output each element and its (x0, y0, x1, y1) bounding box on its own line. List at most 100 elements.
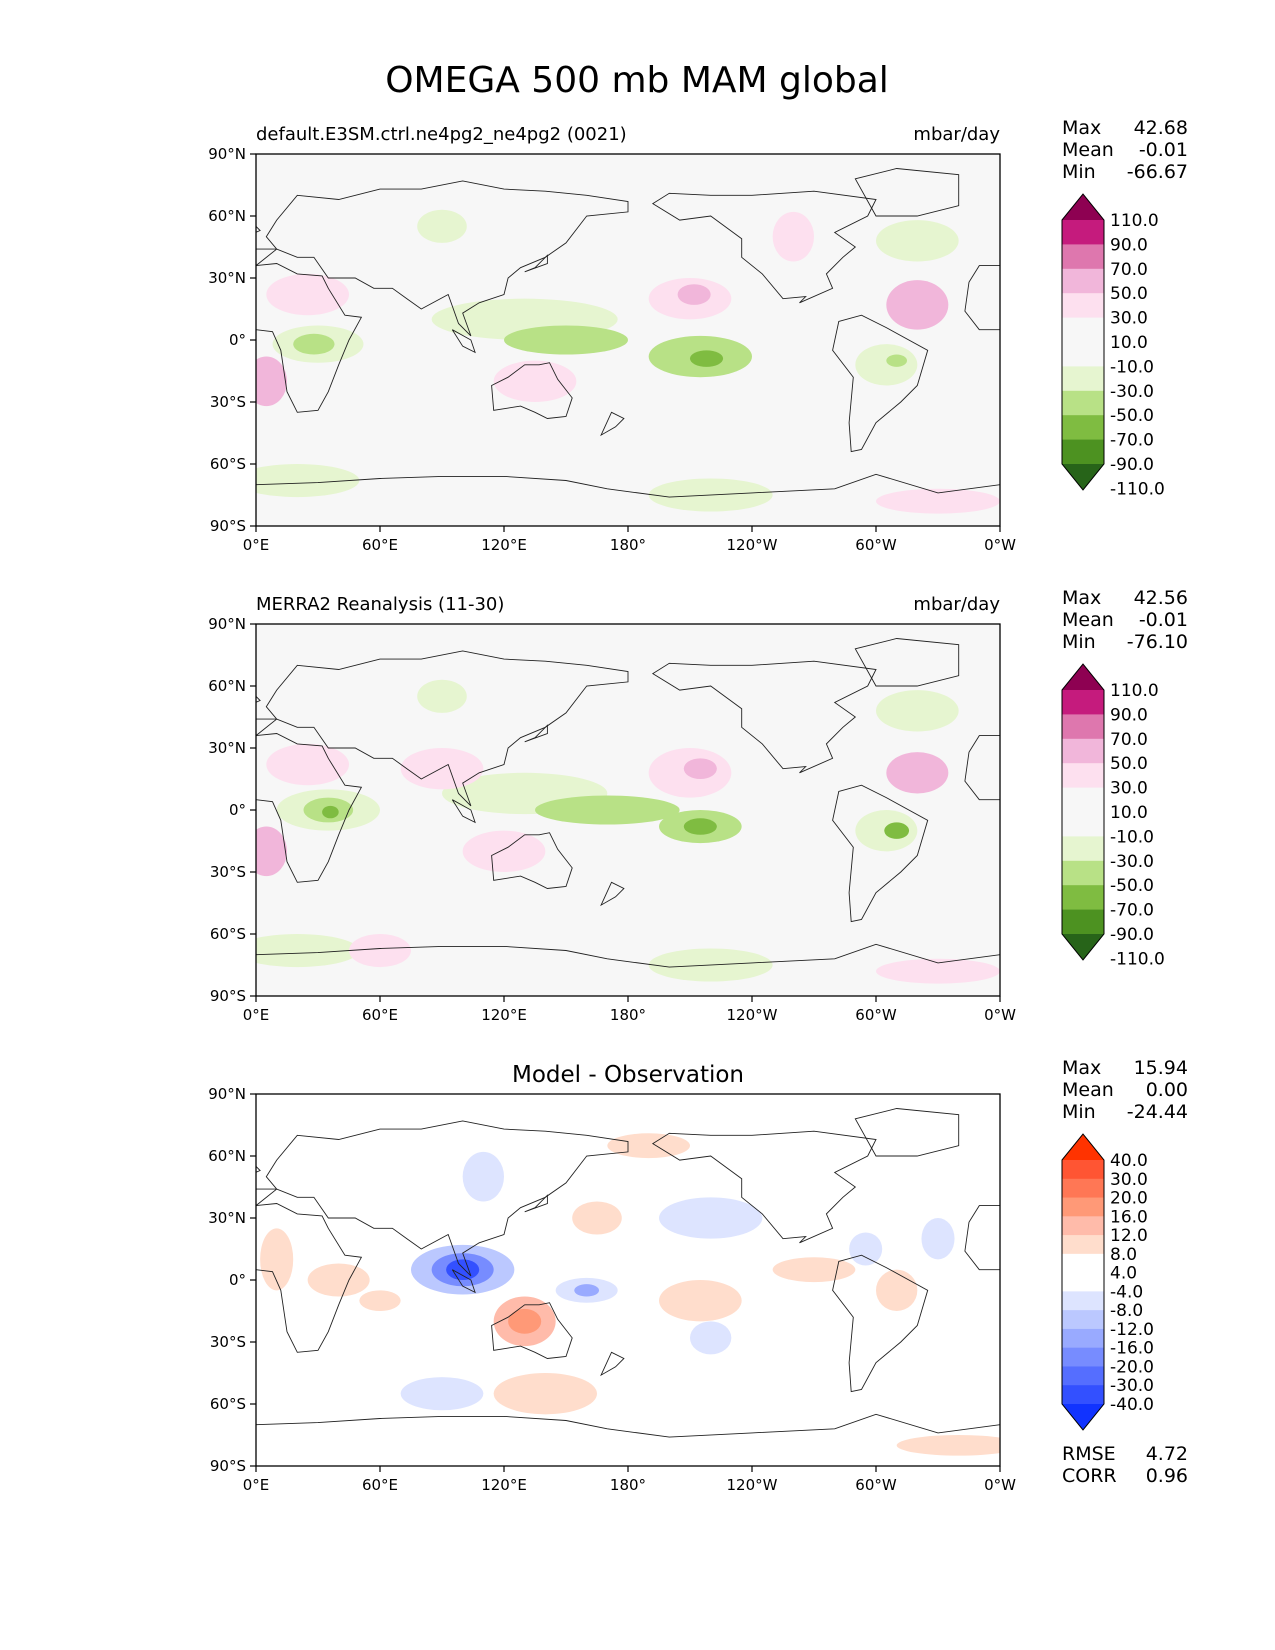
coastline (651, 1130, 877, 1244)
field-contour (493, 360, 577, 403)
coastline (256, 180, 629, 337)
colorbar-label: 70.0 (1110, 260, 1148, 280)
colorbar-segment (1062, 763, 1104, 789)
coastline (524, 724, 548, 743)
coastline (491, 832, 573, 889)
colorbar-extend-min (1062, 934, 1104, 960)
panel-diff: 90°N 60°N 30°N 0° 30°S 60°S 90°S0°E 60°E 120°E 18… (208, 1057, 1188, 1494)
stat-value: -24.44 (1127, 1101, 1188, 1123)
stat-label: Mean (1062, 1079, 1114, 1101)
colorbar-segment (1062, 317, 1104, 343)
field-contour (855, 344, 918, 386)
panel-obs: 90°N 60°N 30°N 0° 30°S 60°S 90°S0°E 60°E 120°E 18… (208, 587, 1188, 1024)
colorbar-label: 4.0 (1110, 1264, 1137, 1284)
coastline (651, 190, 877, 304)
field-contour (462, 830, 546, 872)
colorbar-segment (1062, 1253, 1104, 1274)
lon-tick-label: 60°W (855, 1476, 897, 1494)
field-contour (508, 1308, 542, 1334)
coastline (832, 1254, 929, 1393)
stat-value: 42.56 (1134, 587, 1188, 609)
colorbar-outline (1061, 1133, 1105, 1431)
field-contours (256, 679, 1000, 984)
field-contour (535, 795, 680, 825)
colorbar-segment (1062, 885, 1104, 911)
lon-tick-label: 180° (610, 1476, 646, 1494)
coastline (964, 1205, 1000, 1271)
coastline (832, 314, 929, 453)
coastline (256, 650, 629, 807)
lat-tick-label: 30°N (208, 739, 246, 757)
field-contour (607, 1133, 691, 1159)
field-contour (256, 934, 360, 968)
colorbar-label: 50.0 (1110, 284, 1148, 304)
field-contour (400, 748, 484, 790)
stat-label: Mean (1062, 139, 1114, 161)
coastline (854, 168, 960, 217)
lon-tick-label: 120°E (481, 536, 527, 554)
colorbar-label: 90.0 (1110, 705, 1148, 725)
colorbar-label: 110.0 (1110, 211, 1159, 231)
coastline (451, 1269, 476, 1294)
lat-tick-label: 30°S (210, 863, 246, 881)
field-contour (772, 211, 814, 262)
footer-stat-value: 4.72 (1146, 1443, 1188, 1465)
colorbar-segment (1062, 244, 1104, 270)
field-contour (359, 1290, 401, 1311)
field-contour (417, 209, 467, 243)
panel-title-left: default.E3SM.ctrl.ne4pg2_ne4pg2 (0021) (256, 124, 627, 145)
lon-tick-label: 0°W (984, 1476, 1016, 1494)
lon-tick-label: 180° (610, 536, 646, 554)
stat-label: Min (1062, 161, 1096, 183)
coastline (524, 254, 548, 273)
colorbar-label: -12.0 (1110, 1320, 1154, 1340)
lat-tick-label: 60°N (208, 207, 246, 225)
colorbar-segment (1062, 1366, 1104, 1386)
colorbar-segment (1062, 415, 1104, 441)
field-contour (260, 1228, 294, 1291)
field-contour (256, 356, 287, 407)
lon-tick-label: 60°E (362, 1006, 398, 1024)
lon-tick-label: 60°W (855, 536, 897, 554)
field-contours (256, 209, 1000, 514)
colorbar-label: 10.0 (1110, 333, 1148, 353)
panel-stats: Max 42.68 Mean -0.01 Min -66.67 (1062, 117, 1188, 183)
field-contour (349, 934, 411, 968)
colorbar-label: -50.0 (1110, 876, 1154, 896)
colorbar-label: -20.0 (1110, 1357, 1154, 1377)
field-contour (921, 1218, 955, 1260)
field-contour (690, 1321, 732, 1355)
field-contour (462, 1151, 505, 1202)
coastline (256, 1203, 363, 1353)
lat-tick-label: 90°N (208, 615, 246, 633)
field-contour (876, 488, 1000, 514)
field-contour (493, 1373, 597, 1415)
lon-tick-label: 60°E (362, 1476, 398, 1494)
panels: 90°N60°N30°N0°30°S60°S90°S0°E 60°E 120°E 18… (208, 117, 1188, 1494)
colorbar-segment (1062, 1272, 1104, 1292)
lat-tick-label: 60°N (208, 1147, 246, 1165)
colorbar-label: 16.0 (1110, 1207, 1148, 1227)
coastline (256, 263, 363, 413)
coastline (256, 473, 1000, 526)
colorbar-segment (1062, 690, 1104, 715)
lat-tick-label: 90°N (208, 1085, 246, 1103)
lon-tick-label: 120°W (727, 1476, 778, 1494)
field-contour (876, 690, 959, 732)
colorbar-label: 8.0 (1110, 1245, 1137, 1265)
lat-tick-label: 30°S (210, 393, 246, 411)
colorbar-label: 10.0 (1110, 803, 1148, 823)
colorbar-label: 30.0 (1110, 779, 1148, 799)
panel-stats: Max 42.56 Mean -0.01 Min -76.10 (1062, 587, 1188, 653)
field-contour (307, 1263, 370, 1297)
panel-model: 90°N 60°N 30°N 0° 30°S 60°S 90°S0°E 60°E 120°E 18… (208, 117, 1188, 554)
colorbar-segment (1062, 738, 1104, 764)
coastline (256, 733, 363, 883)
colorbar-segment (1062, 714, 1104, 740)
colorbar-segment (1062, 787, 1104, 813)
colorbar-label: -40.0 (1110, 1395, 1154, 1415)
coastline (600, 881, 625, 907)
colorbar-segment (1062, 1216, 1104, 1236)
colorbar-extend-min (1062, 464, 1104, 490)
